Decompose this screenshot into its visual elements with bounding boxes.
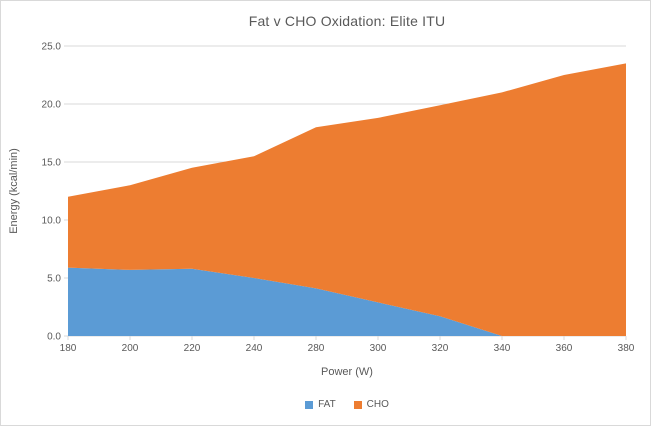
legend-item-fat[interactable]: FAT (305, 399, 336, 410)
x-tick-label: 200 (122, 343, 139, 354)
legend: FAT CHO (68, 399, 626, 410)
x-tick-label: 380 (618, 343, 635, 354)
area-cho[interactable] (68, 63, 626, 337)
x-tick-label: 220 (184, 343, 201, 354)
tick-layer: 0.0 5.0 10.0 15.0 20.0 25.0 180 200 220 240 280 300… (42, 42, 635, 355)
series-layer (68, 63, 626, 337)
y-tick-label: 0.0 (47, 332, 61, 343)
legend-swatch-cho-icon (353, 400, 362, 409)
y-tick-label: 5.0 (47, 274, 61, 285)
x-tick-label: 240 (246, 343, 263, 354)
x-tick-label: 320 (432, 343, 449, 354)
y-axis-label: Energy (kcal/min) (8, 148, 20, 234)
y-tick-label: 20.0 (42, 100, 62, 111)
legend-label-fat: FAT (318, 399, 336, 410)
legend-label-cho: CHO (366, 399, 389, 410)
x-tick-label: 300 (370, 343, 387, 354)
x-axis-label: Power (W) (321, 366, 373, 378)
legend-item-cho[interactable]: CHO (353, 399, 389, 410)
x-tick-label: 340 (494, 343, 511, 354)
legend-swatch-fat-icon (305, 400, 314, 409)
y-tick-label: 15.0 (42, 158, 62, 169)
y-tick-label: 25.0 (42, 42, 62, 53)
x-tick-label: 180 (60, 343, 77, 354)
x-tick-label: 360 (556, 343, 573, 354)
area-fat[interactable] (68, 267, 626, 336)
x-tick-label: 280 (308, 343, 325, 354)
chart-title: Fat v CHO Oxidation: Elite ITU (248, 13, 446, 29)
y-tick-label: 10.0 (42, 216, 62, 227)
